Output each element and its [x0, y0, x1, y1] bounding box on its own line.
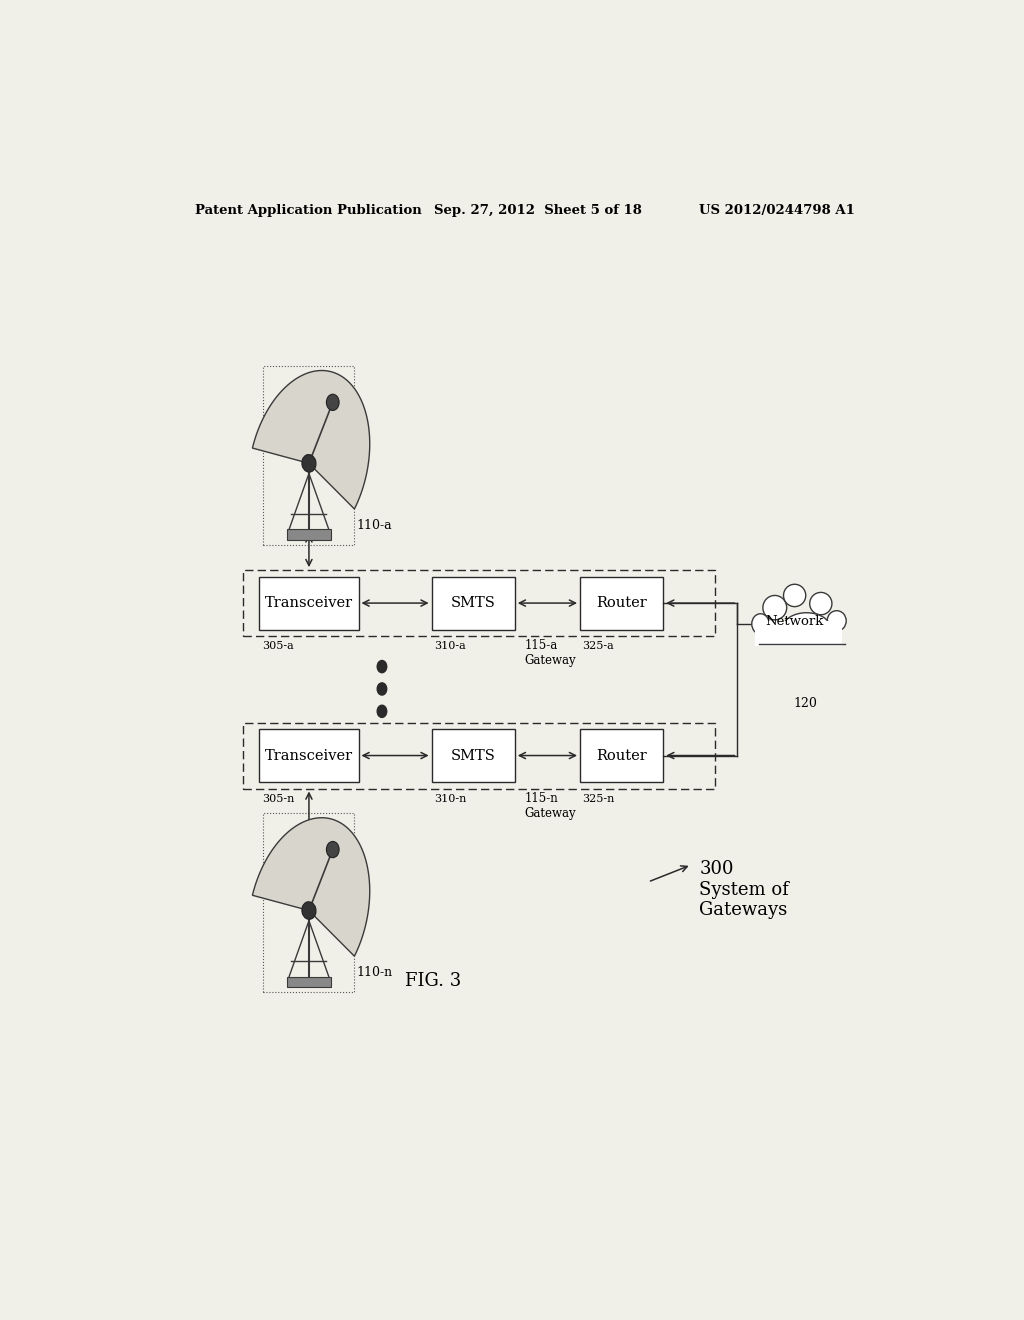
Text: 325-n: 325-n [583, 793, 614, 804]
Text: 325-a: 325-a [583, 642, 614, 651]
Ellipse shape [753, 593, 844, 659]
Ellipse shape [302, 454, 316, 473]
Ellipse shape [752, 614, 769, 634]
Text: 110-a: 110-a [356, 519, 392, 532]
FancyBboxPatch shape [259, 729, 358, 781]
Text: Router: Router [596, 597, 647, 610]
Bar [287, 529, 331, 540]
Text: Transceiver: Transceiver [265, 597, 353, 610]
Circle shape [327, 395, 339, 411]
FancyBboxPatch shape [259, 577, 358, 630]
FancyBboxPatch shape [431, 729, 515, 781]
Text: SMTS: SMTS [451, 748, 496, 763]
Ellipse shape [763, 595, 786, 620]
Text: SMTS: SMTS [451, 597, 496, 610]
Circle shape [327, 841, 339, 858]
Text: Patent Application Publication: Patent Application Publication [196, 205, 422, 216]
Text: 300
System of
Gateways: 300 System of Gateways [699, 859, 790, 919]
Text: 115-n
Gateway: 115-n Gateway [524, 792, 577, 820]
Text: Sep. 27, 2012  Sheet 5 of 18: Sep. 27, 2012 Sheet 5 of 18 [433, 205, 641, 216]
Text: FIG. 3: FIG. 3 [406, 972, 462, 990]
Text: 310-a: 310-a [434, 642, 466, 651]
Text: 305-a: 305-a [262, 642, 294, 651]
FancyBboxPatch shape [431, 577, 515, 630]
FancyBboxPatch shape [580, 729, 664, 781]
Polygon shape [252, 817, 370, 956]
Circle shape [377, 660, 387, 673]
Circle shape [377, 705, 387, 718]
Text: Transceiver: Transceiver [265, 748, 353, 763]
Text: 310-n: 310-n [434, 793, 466, 804]
Text: 120: 120 [793, 697, 817, 710]
Polygon shape [252, 371, 370, 510]
Text: 115-a
Gateway: 115-a Gateway [524, 639, 577, 667]
Text: 110-n: 110-n [356, 966, 392, 979]
Ellipse shape [782, 612, 830, 643]
FancyBboxPatch shape [580, 577, 664, 630]
Ellipse shape [302, 902, 316, 919]
Text: Router: Router [596, 748, 647, 763]
Bar [755, 620, 842, 647]
Ellipse shape [810, 593, 831, 615]
Ellipse shape [783, 585, 806, 607]
Text: US 2012/0244798 A1: US 2012/0244798 A1 [699, 205, 855, 216]
Text: Network: Network [765, 615, 824, 628]
Text: 305-n: 305-n [262, 793, 294, 804]
Ellipse shape [827, 611, 846, 631]
Circle shape [377, 682, 387, 696]
Bar [287, 977, 331, 987]
